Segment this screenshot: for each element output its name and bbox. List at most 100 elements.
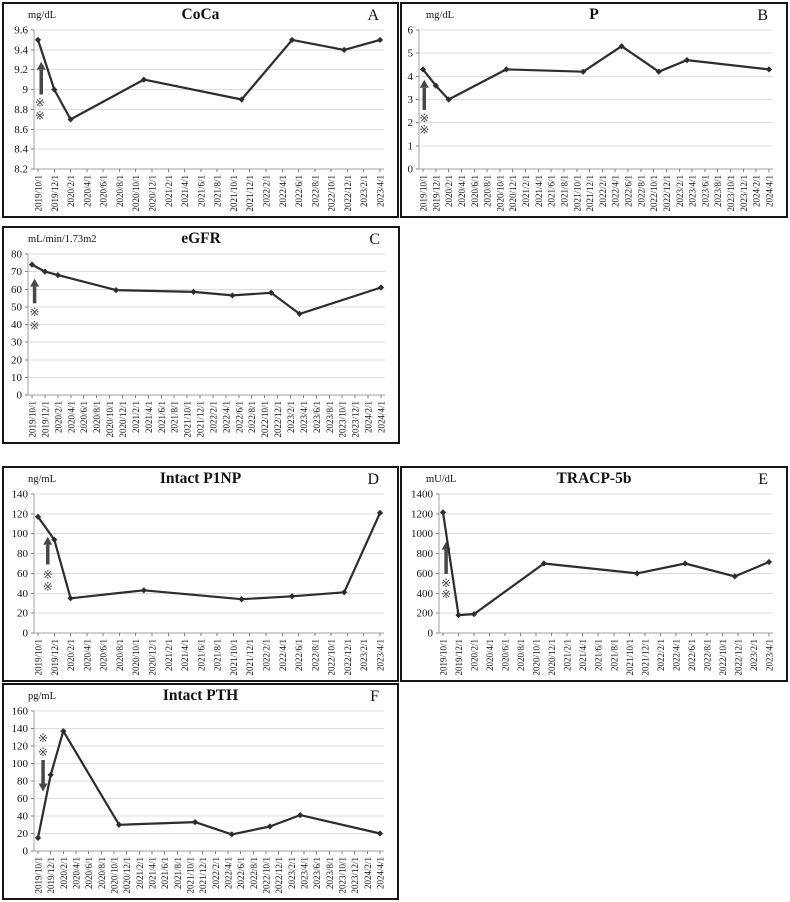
x-tick-label: 2019/10/1 [34,857,44,894]
panel-intact-pth: pg/mL Intact PTH F 0 20 40 60 80 100 120 140 160… [2,683,399,900]
y-tick-label: 9 [23,84,29,96]
x-tick-label: 2021/8/1 [213,175,223,207]
data-point-marker [376,509,384,516]
line-chart-svg: 0 20 40 60 80 100 120 140 2019/10/1 2019/12/1 2020… [12,489,386,676]
panel-tracp-5b: mU/dL TRACP-5b E 0 200 400 600 800 1000 1200 14… [400,466,788,682]
x-tick-label: 2020/10/1 [105,401,115,438]
x-tick-label: 2021/6/1 [594,639,604,671]
x-tick-label: 2022/2/1 [211,857,221,889]
y-tick-label: 40 [17,588,29,600]
data-point-marker [341,46,348,53]
data-point-marker [419,66,427,73]
y-axis-unit-label: ng/mL [28,474,56,485]
y-tick-label: 70 [11,266,23,278]
data-point-marker [228,831,235,838]
x-tick-label: 2021/4/1 [180,639,190,671]
x-tick-label: 2022/10/1 [649,175,659,212]
y-tick-label: 1200 [411,508,434,520]
data-point-marker [238,96,245,103]
x-tick-label: 2021/8/1 [170,401,180,433]
x-tick-label: 2022/2/1 [598,175,608,207]
y-tick-label: 200 [417,608,434,620]
reference-mark-icon: ※ [35,95,45,109]
x-tick-label: 2020/6/1 [79,401,89,433]
x-tick-label: 2020/4/1 [82,175,92,207]
reference-mark-icon: ※ [30,318,40,332]
x-tick-label: 2023/8/1 [713,175,723,207]
line-chart-svg: 0 200 400 600 800 1000 1200 1400 2019/10/1 2019/1… [411,489,775,676]
reference-mark-icon: ※ [38,731,48,745]
data-point-marker [238,596,245,603]
data-point-marker [266,823,273,830]
x-tick-label: 2020/12/1 [547,639,557,676]
x-tick-label: 2021/2/1 [131,401,141,433]
data-point-marker [580,68,587,75]
y-tick-label: 0 [23,628,29,640]
x-tick-label: 2022/10/1 [327,175,337,212]
x-tick-label: 2021/6/1 [160,857,170,889]
y-axis-unit-label: mg/dL [426,10,454,21]
series-line [36,511,382,601]
x-tick-label: 2020/8/1 [92,401,102,433]
x-tick-label: 2024/4/1 [376,857,386,889]
x-tick-label: 2021/6/1 [157,401,167,433]
x-tick-label: 2021/8/1 [559,175,569,207]
reference-mark-icon: ※ [43,579,53,593]
arrowhead-icon [38,783,48,792]
reference-mark-icon: ※ [441,587,451,601]
y-axis-unit-label: mL/min/1.73m2 [28,234,97,245]
data-point-marker [288,593,296,600]
x-tick-label: 2019/12/1 [50,639,60,676]
x-tick-label: 2023/2/1 [359,639,369,671]
y-tick-label: 120 [12,741,29,753]
x-tick-label: 2023/6/1 [700,175,710,207]
y-axis-unit-label: mg/dL [28,10,56,21]
x-tick-label: 2021/12/1 [640,639,650,676]
x-tick-label: 2023/4/1 [300,857,310,889]
x-tick-label: 2020/12/1 [148,639,158,676]
x-tick-label: 2020/10/1 [495,175,505,212]
y-tick-label: 40 [17,811,29,823]
y-tick-label: 8.8 [14,104,28,116]
data-point-marker [297,812,304,819]
data-point-marker [112,287,120,294]
x-tick-label: 2020/12/1 [148,175,158,212]
x-tick-label: 2021/6/1 [196,175,206,207]
y-tick-label: 400 [417,588,434,600]
x-tick-label: 2019/10/1 [439,639,449,676]
x-tick-label: 2022/12/1 [273,401,283,438]
x-tick-label: 2020/4/1 [66,401,76,433]
x-tick-label: 2021/12/1 [196,401,206,438]
series-line [421,45,771,101]
x-tick-label: 2022/6/1 [236,857,246,889]
x-tick-label: 2020/10/1 [131,639,141,676]
x-tick-label: 2019/10/1 [28,401,38,438]
x-tick-label: 2021/2/1 [521,175,531,207]
y-tick-label: 5 [408,48,414,60]
y-tick-label: 60 [17,568,29,580]
x-tick-label: 2020/4/1 [82,639,92,671]
x-tick-label: 2022/8/1 [310,639,320,671]
y-tick-label: 140 [12,489,29,501]
x-tick-label: 2020/2/1 [444,175,454,207]
y-tick-label: 80 [17,776,29,788]
x-tick-label: 2022/10/1 [718,639,728,676]
reference-mark-icon: ※ [441,576,451,590]
x-tick-label: 2023/4/1 [376,175,386,207]
x-tick-label: 2024/2/1 [364,401,374,433]
data-point-marker [432,82,439,89]
chart-title: P [589,6,599,23]
x-tick-label: 2022/2/1 [208,401,218,433]
x-tick-label: 2022/4/1 [611,175,621,207]
x-tick-label: 2022/4/1 [278,639,288,671]
arrowhead-icon [30,278,40,287]
y-tick-label: 50 [11,301,23,313]
data-point-marker [377,284,385,291]
series-line [441,511,771,617]
y-tick-label: 6 [408,25,414,37]
y-tick-label: 120 [12,508,29,520]
x-tick-label: 2023/2/1 [675,175,685,207]
x-tick-label: 2023/2/1 [286,401,296,433]
data-point-marker [455,612,462,619]
x-tick-label: 2023/12/1 [351,401,361,438]
